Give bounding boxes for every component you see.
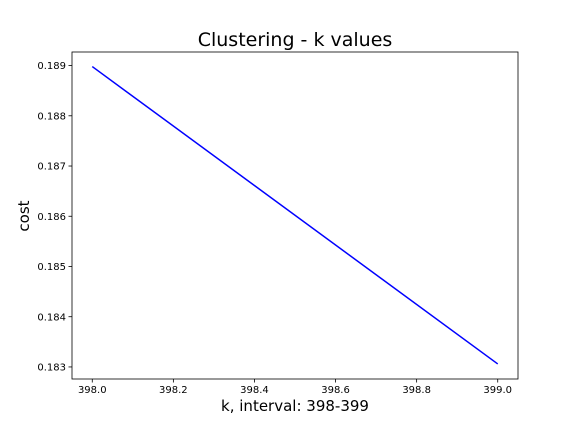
x-tick-label: 398.2 xyxy=(159,385,188,396)
y-tick-label: 0.183 xyxy=(37,363,66,374)
chart-title: Clustering - k values xyxy=(198,29,393,51)
x-tick-label: 398.6 xyxy=(321,385,350,396)
series-line xyxy=(91,65,499,365)
x-tick-label: 398.0 xyxy=(78,385,107,396)
x-axis-label: k, interval: 398-399 xyxy=(221,397,369,415)
y-axis: 0.183 0.184 0.185 0.186 0.187 0.188 0.189 xyxy=(37,61,72,374)
y-tick-label: 0.187 xyxy=(37,162,66,173)
series-layer xyxy=(91,65,499,365)
y-tick-label: 0.188 xyxy=(37,111,66,122)
x-tick-label: 398.4 xyxy=(240,385,269,396)
y-tick-label: 0.185 xyxy=(37,262,66,273)
y-axis-label: cost xyxy=(15,200,33,231)
x-axis: 398.0 398.2 398.4 398.6 398.8 399.0 xyxy=(78,379,512,396)
y-tick-label: 0.186 xyxy=(37,212,66,223)
x-tick-label: 398.8 xyxy=(402,385,431,396)
y-tick-label: 0.184 xyxy=(37,312,66,323)
x-tick-label: 399.0 xyxy=(483,385,512,396)
y-tick-label: 0.189 xyxy=(37,61,66,72)
